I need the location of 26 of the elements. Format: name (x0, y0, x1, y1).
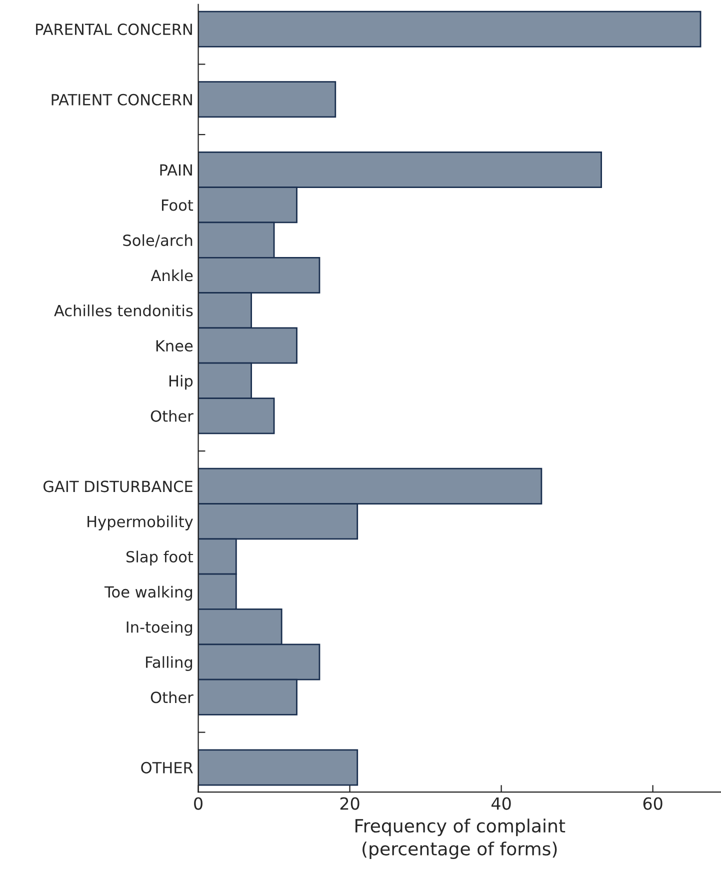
y-tick-label: Foot (162, 200, 194, 211)
x-tick-label: 40 (492, 797, 511, 810)
y-tick-label: Toe walking (104, 586, 192, 601)
y-tick-label: Hip (169, 374, 193, 390)
y-tick-label: Knee (156, 340, 193, 352)
y-tick-label: OTHER (141, 762, 193, 774)
x-tick-label: 0 (194, 797, 202, 810)
y-tick-label: In-toeing (126, 621, 192, 636)
y-tick-label: Falling (146, 656, 192, 671)
y-tick-label: Hypermobility (88, 516, 193, 530)
y-tick-label: Other (150, 691, 194, 704)
y-tick-label: PARENTAL CONCERN (36, 24, 192, 36)
y-tick-label: Other (150, 410, 194, 422)
bar (198, 81, 336, 118)
y-tick-label: GAIT DISTURBANCE (44, 480, 192, 492)
bar (198, 749, 358, 786)
y-tick-label: Sole/arch (123, 234, 192, 248)
y-tick-label: PAIN (160, 164, 192, 176)
y-tick-label: Ankle (150, 269, 193, 282)
bar (198, 10, 702, 48)
y-tick-label: Slap foot (126, 550, 194, 566)
x-axis-title: Frequency of complaint (percentage of forms) (356, 818, 566, 860)
x-tick-label: 20 (340, 797, 360, 810)
x-tick-label: 60 (643, 797, 662, 810)
y-tick-label: PATIENT CONCERN (52, 94, 192, 106)
y-tick-label: Achilles tendonitis (54, 304, 193, 316)
